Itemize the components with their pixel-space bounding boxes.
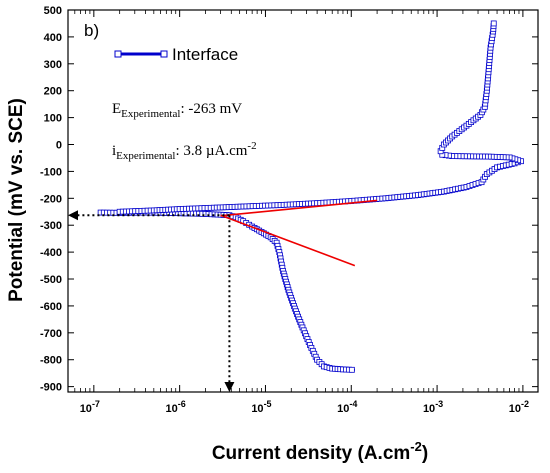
x-tick-label: 10-4 [337,399,357,415]
legend: Interface [114,45,238,64]
x-tick-label: 10-3 [423,399,443,415]
y-axis-title: Potential (mV vs. SCE) [6,98,27,302]
x-tick-label: 10-7 [80,399,100,415]
y-tick-label: -200 [40,193,62,205]
x-axis-title-close: ) [422,443,428,464]
plot-border [67,9,539,393]
tafel-line-1 [220,214,356,267]
plot-frame [67,9,539,393]
y-tick-label: -100 [40,166,62,178]
y-tick-label: 400 [44,32,62,44]
tafel-lines [220,199,378,267]
panel-label: b) [84,21,99,40]
series-group [97,20,524,373]
x-tick-label: 10-2 [509,399,529,415]
guide-vertical-arrowhead [224,382,235,392]
annotation-i-sub: Experimental [116,150,175,162]
x-axis-title-sup: -2 [410,439,422,454]
x-tick-label: 10-5 [251,399,271,415]
axis-ticks: 500 400 300 200 100 0 -100 -200 -300 -400 -500 -600… [40,5,538,415]
y-tick-label: -900 [40,382,62,394]
y-tick-label: 0 [56,140,62,152]
legend-marker-right [160,50,168,58]
x-axis-title: Current density (A.cm-2) [212,439,428,464]
series-marker [490,20,497,27]
annotation-e-sub: Experimental [121,108,180,120]
legend-marker-left [114,50,122,58]
annotation-i-sup: -2 [247,140,256,152]
legend-label: Interface [172,45,238,64]
y-tick-label: -500 [40,274,62,286]
annotation-i-value: : 3.8 µA.cm [175,143,247,159]
annotation-e-experimental: EExperimental: -263 mV [112,101,242,120]
y-tick-label: -400 [40,247,62,259]
x-tick-label: 10-6 [166,399,186,415]
y-tick-label: 200 [44,86,62,98]
y-tick-label: 500 [44,5,62,17]
y-tick-label: -800 [40,355,62,367]
guide-horizontal-arrowhead [68,210,78,221]
y-tick-label: -700 [40,328,62,340]
annotation-i-label: i [112,143,116,159]
annotation-e-label: E [112,101,121,117]
x-axis-title-main: Current density (A.cm [212,443,410,464]
y-tick-label: -300 [40,220,62,232]
series-marker [348,366,355,373]
y-tick-label: 100 [44,113,62,125]
y-tick-label: 300 [44,59,62,71]
annotation-e-value: : -263 mV [180,101,242,117]
series-line-0 [100,211,355,372]
y-tick-label: -600 [40,301,62,313]
annotation-i-experimental: iExperimental: 3.8 µA.cm-2 [112,140,257,162]
tafel-line-0 [220,199,378,217]
guide-arrows [68,210,235,392]
